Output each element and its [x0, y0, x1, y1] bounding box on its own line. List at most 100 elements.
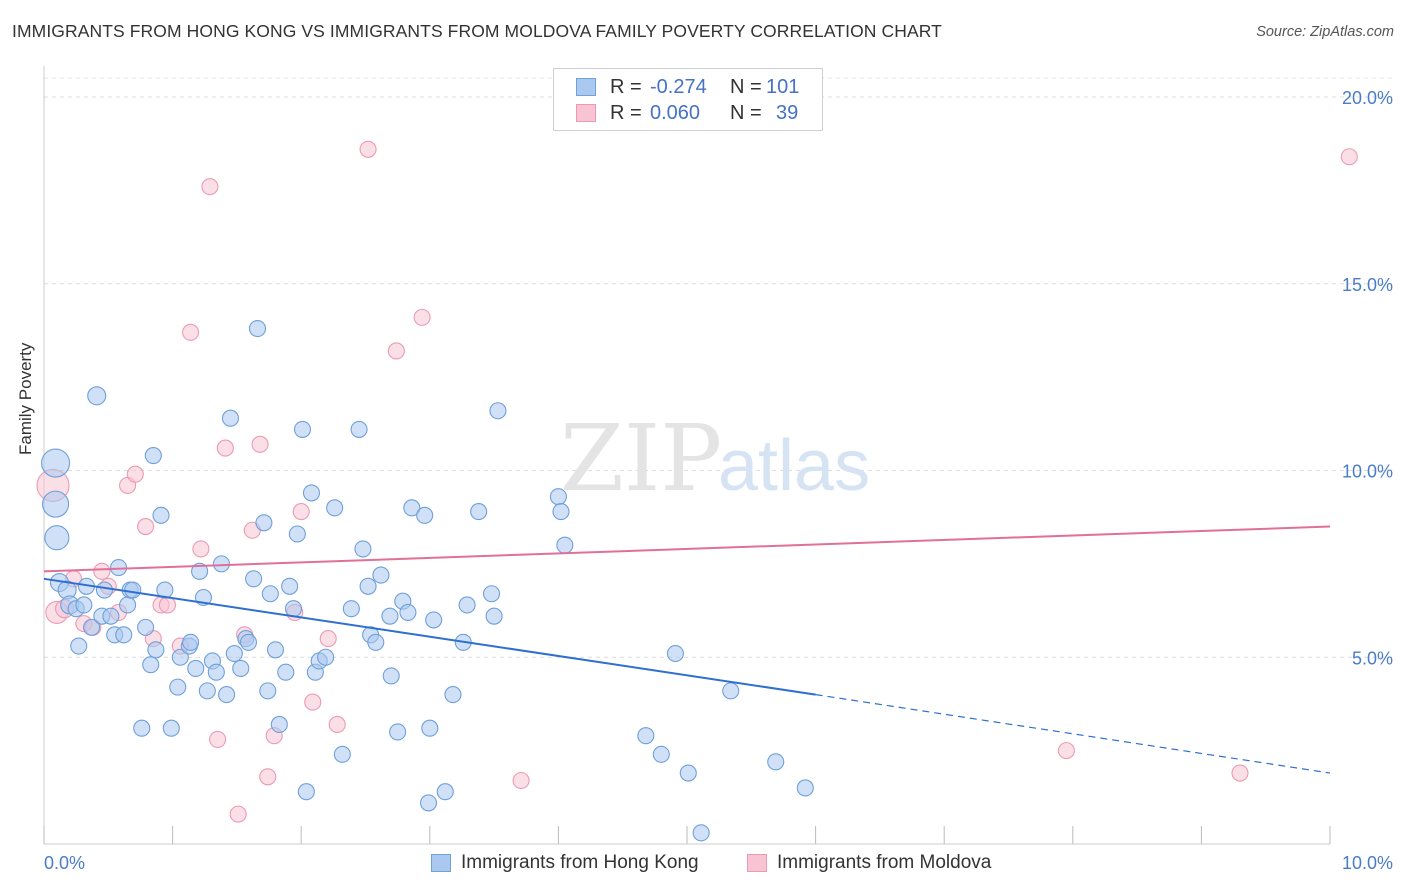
legend-swatch-moldova	[576, 104, 596, 122]
legend-r-label: R =	[610, 101, 642, 124]
data-point	[255, 514, 273, 532]
trend-line-moldova	[43, 525, 1331, 573]
data-point	[637, 727, 655, 745]
data-point	[485, 607, 503, 625]
data-point	[95, 581, 113, 599]
data-point	[319, 630, 337, 648]
data-point	[102, 607, 120, 625]
legend-r-value: 0.060	[650, 101, 701, 124]
data-point	[207, 663, 225, 681]
watermark-atlas: atlas	[718, 426, 870, 506]
data-point	[796, 779, 814, 797]
trend-line-hongkong-extension	[815, 694, 1331, 774]
data-point	[229, 805, 247, 823]
data-point	[317, 648, 335, 666]
data-point	[144, 447, 162, 465]
data-point	[470, 503, 488, 521]
data-point	[387, 342, 405, 360]
data-point	[556, 536, 574, 554]
data-point	[333, 745, 351, 763]
data-point	[767, 753, 785, 771]
chart-title: IMMIGRANTS FROM HONG KONG VS IMMIGRANTS …	[12, 21, 942, 41]
legend-r-label: R =	[610, 75, 642, 98]
bottom-legend-label: Immigrants from Hong Kong	[461, 852, 699, 873]
tick-labels: 5.0% 10.0% 15.0% 20.0% 0.0% 10.0%	[44, 88, 1393, 873]
data-point	[126, 465, 144, 483]
data-point	[266, 641, 285, 659]
data-point	[419, 794, 438, 812]
y-axis-label: Family Poverty	[16, 342, 35, 455]
trend-line-hongkong	[43, 577, 816, 696]
data-point	[1231, 764, 1249, 782]
data-point	[245, 570, 263, 588]
data-point	[225, 644, 243, 663]
legend: R = -0.274 N = 101 R = 0.060 N = 39	[553, 68, 823, 131]
data-point	[152, 506, 170, 524]
y-tick-label: 5.0%	[1352, 648, 1393, 668]
data-point	[482, 585, 501, 603]
data-point	[44, 525, 70, 551]
y-tick-label: 20.0%	[1342, 88, 1393, 108]
legend-row-moldova: R = 0.060 N = 39	[576, 101, 798, 125]
data-point	[288, 525, 306, 543]
data-point	[137, 618, 155, 636]
hongkong-points	[41, 320, 814, 842]
x-tick-label: 10.0%	[1342, 853, 1393, 873]
data-point	[722, 682, 740, 700]
data-point	[292, 503, 310, 521]
data-point	[251, 435, 269, 453]
legend-r-value: -0.274	[650, 75, 707, 98]
moldova-points	[36, 140, 1358, 823]
data-point	[147, 641, 165, 659]
data-point	[191, 562, 209, 580]
legend-n-label: N =	[730, 75, 762, 98]
x-tick-label: 0.0%	[44, 853, 85, 873]
data-point	[87, 386, 107, 406]
legend-n-label: N =	[730, 101, 762, 124]
data-point	[425, 611, 443, 629]
data-point	[293, 420, 312, 438]
legend-n-value: 39	[776, 101, 799, 124]
legend-row-hongkong: R = -0.274 N = 101	[576, 75, 799, 99]
data-point	[281, 577, 299, 595]
data-point	[359, 577, 377, 595]
data-point	[162, 719, 180, 737]
data-point	[115, 626, 133, 644]
data-point	[372, 566, 390, 584]
legend-n-value: 101	[766, 75, 800, 98]
data-point	[367, 633, 385, 651]
data-point	[212, 555, 231, 573]
data-point	[239, 633, 258, 651]
data-point	[209, 730, 227, 748]
data-point	[218, 686, 236, 704]
data-point	[679, 764, 697, 782]
data-point	[182, 323, 200, 341]
data-point	[421, 719, 439, 737]
data-point	[552, 503, 570, 521]
data-point	[182, 633, 200, 651]
data-point	[350, 420, 368, 438]
trend-lines	[43, 525, 1331, 774]
watermark: ZIP atlas	[560, 405, 870, 512]
data-point	[41, 448, 71, 478]
data-point	[119, 596, 137, 614]
data-point	[156, 581, 174, 599]
data-point	[259, 682, 277, 700]
data-point	[187, 659, 205, 678]
data-point	[326, 499, 344, 517]
data-point	[270, 715, 288, 734]
data-point	[1340, 148, 1358, 166]
data-point	[284, 600, 303, 618]
data-point	[124, 581, 142, 599]
legend-swatch-hongkong	[576, 78, 596, 96]
axes	[43, 66, 1331, 845]
data-point	[1057, 742, 1075, 760]
data-point	[413, 308, 431, 326]
data-point	[444, 686, 462, 704]
data-point	[359, 140, 377, 158]
legend-swatch-moldova	[747, 854, 767, 872]
gridlines	[44, 77, 1394, 658]
data-point	[436, 783, 454, 801]
y-tick-label: 15.0%	[1342, 275, 1393, 295]
